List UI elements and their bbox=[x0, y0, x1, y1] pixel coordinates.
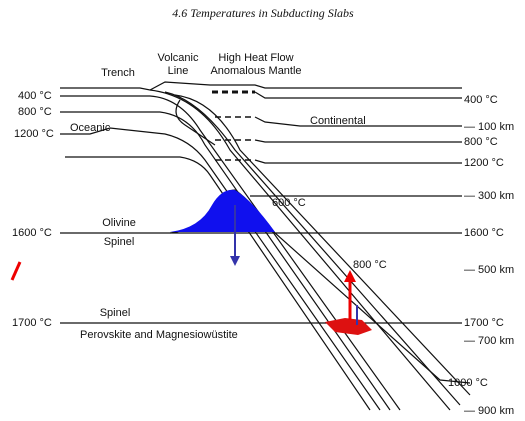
transition-label: 1700 °C bbox=[464, 317, 504, 329]
continental-label: Continental bbox=[310, 115, 366, 127]
transition-label: 1600 °C bbox=[464, 227, 504, 239]
transition-label: 1700 °C bbox=[12, 317, 52, 329]
phase-label: Spinel bbox=[100, 307, 131, 319]
volcanic-label: Volcanic bbox=[158, 52, 199, 64]
phase-label: Olivine bbox=[102, 217, 136, 229]
isotherm-label: 400 °C bbox=[464, 94, 498, 106]
isotherm-label: 400 °C bbox=[18, 90, 52, 102]
isotherm-label: 1200 °C bbox=[464, 157, 504, 169]
title: 4.6 Temperatures in Subducting Slabs bbox=[172, 6, 354, 20]
isotherm-label: 1200 °C bbox=[14, 128, 54, 140]
heat-flow-label: High Heat Flow bbox=[218, 52, 293, 64]
volcanic-label: Line bbox=[168, 65, 189, 77]
depth-label: — 500 km bbox=[464, 264, 514, 276]
slab-isotherm-label: 800 °C bbox=[353, 259, 387, 271]
depth-label: — 700 km bbox=[464, 335, 514, 347]
transition-label: 1600 °C bbox=[12, 227, 52, 239]
heat-flow-label: Anomalous Mantle bbox=[210, 65, 301, 77]
depth-label: — 100 km bbox=[464, 121, 514, 133]
oceanic-label: Oceanic bbox=[70, 122, 111, 134]
isotherm-label: 800 °C bbox=[18, 106, 52, 118]
slab-isotherm-label: 600 °C bbox=[272, 197, 306, 209]
isotherm-label: 800 °C bbox=[464, 136, 498, 148]
phase-label: Spinel bbox=[104, 236, 135, 248]
depth-label: — 900 km bbox=[464, 405, 514, 417]
depth-label: — 300 km bbox=[464, 190, 514, 202]
spinel-perovskite-wedge bbox=[325, 318, 372, 335]
phase-label: Perovskite and Magnesiowüstite bbox=[80, 329, 238, 341]
diagram: 4.6 Temperatures in Subducting Slabs Tre… bbox=[0, 0, 525, 421]
trench-label: Trench bbox=[101, 67, 135, 79]
slab-isotherm-label: 1000 °C bbox=[448, 377, 488, 389]
arrows bbox=[12, 205, 357, 325]
